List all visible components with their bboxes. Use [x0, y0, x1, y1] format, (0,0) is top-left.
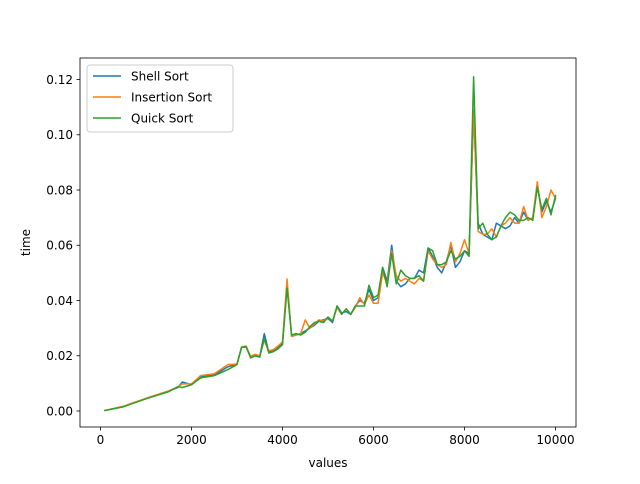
- plot-frame: [79, 57, 577, 428]
- series-line-insertion-sort: [104, 109, 557, 412]
- legend-box: [86, 64, 234, 133]
- series-line-quick-sort: [104, 76, 557, 412]
- y-tick-label: 0.06: [46, 239, 73, 253]
- y-tick-label: 0.02: [46, 349, 73, 363]
- x-tick-label: 0: [97, 433, 105, 447]
- y-axis-ticks: 0.00 0.02 0.04 0.06 0.08 0.10 0.12: [46, 73, 80, 418]
- x-tick-label: 10000: [536, 433, 574, 447]
- y-tick-label: 0.12: [46, 73, 73, 87]
- legend-label-shell-sort: Shell Sort: [131, 69, 189, 83]
- series-layer: [104, 76, 557, 412]
- y-tick-label: 0.10: [46, 128, 73, 142]
- x-tick-label: 4000: [267, 433, 298, 447]
- x-axis-ticks: 0 2000 4000 6000 8000 10000: [97, 427, 575, 447]
- legend-label-insertion-sort: Insertion Sort: [131, 90, 212, 104]
- legend: Shell Sort Insertion Sort Quick Sort: [86, 64, 234, 133]
- y-tick-label: 0.04: [46, 294, 73, 308]
- legend-label-quick-sort: Quick Sort: [131, 111, 194, 125]
- x-tick-label: 6000: [358, 433, 389, 447]
- y-tick-label: 0.08: [46, 183, 73, 197]
- y-tick-label: 0.00: [46, 404, 73, 418]
- x-axis-label: values: [308, 456, 347, 470]
- y-axis-label: time: [19, 229, 33, 256]
- x-tick-label: 8000: [449, 433, 480, 447]
- x-tick-label: 2000: [176, 433, 207, 447]
